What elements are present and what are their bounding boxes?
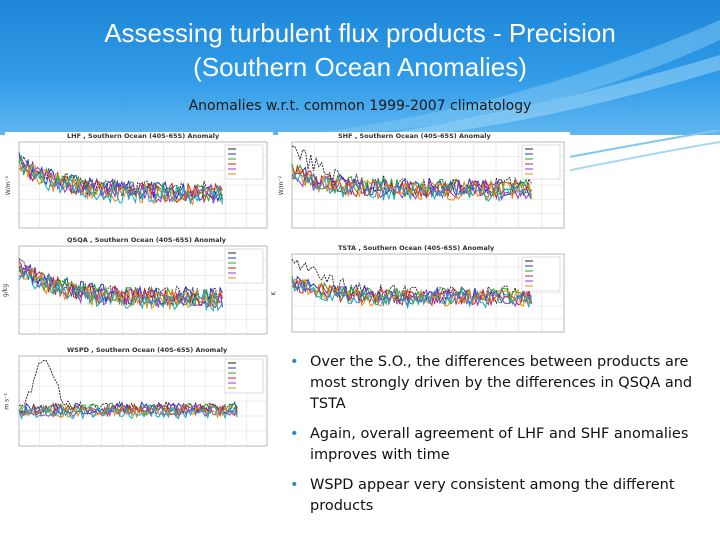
plot-frame: [291, 253, 565, 333]
plot-series-line: [291, 166, 532, 201]
wspd-anomaly-plot: WSPD , Southern Ocean (40S-65S) Anomaly m…: [3, 346, 273, 458]
plot-series-line: [291, 259, 532, 305]
wspd-plot-ylabel: m s⁻¹: [3, 393, 11, 410]
plot-series-line: [291, 277, 532, 310]
shf-anomaly-plot: SHF , Southern Ocean (40S-65S) Anomaly W/…: [278, 132, 570, 240]
slide-header: Assessing turbulent flux products - Prec…: [0, 0, 720, 135]
plot-frame: [18, 141, 268, 229]
slide-title-line1: Assessing turbulent flux products - Prec…: [104, 18, 616, 48]
plot-series-line: [18, 261, 223, 310]
shf-plot-title: SHF , Southern Ocean (40S-65S) Anomaly: [338, 132, 491, 140]
plot-legend-box: [224, 144, 264, 180]
shf-plot-canvas: [291, 141, 565, 229]
plot-frame: [18, 245, 268, 335]
bullet-item: Again, overall agreement of LHF and SHF …: [282, 424, 712, 466]
wspd-plot-canvas: [18, 355, 268, 447]
plot-series-line: [18, 404, 238, 421]
lhf-plot-canvas: [18, 141, 268, 229]
plot-legend-box: [224, 248, 264, 284]
slide-subtitle: Anomalies w.r.t. common 1999-2007 climat…: [188, 98, 532, 114]
qsqa-plot-ylabel: g/kg: [2, 283, 10, 298]
plot-series-line: [291, 278, 532, 307]
plot-legend-box: [224, 358, 264, 394]
slide-title: Assessing turbulent flux products - Prec…: [0, 16, 720, 84]
plot-legend-box: [521, 144, 561, 180]
tsta-plot-canvas: [291, 253, 565, 333]
qsqa-plot-canvas: [18, 245, 268, 335]
plot-series-line: [18, 160, 223, 206]
lhf-plot-title: LHF , Southern Ocean (40S-65S) Anomaly: [67, 132, 220, 140]
bullet-item: Over the S.O., the differences between p…: [282, 352, 712, 415]
qsqa-plot-title: QSQA , Southern Ocean (40S-65S) Anomaly: [67, 236, 226, 244]
tsta-plot-ylabel: K: [270, 291, 278, 296]
plot-series-line: [291, 277, 532, 308]
qsqa-anomaly-plot: QSQA , Southern Ocean (40S-65S) Anomaly g…: [2, 236, 273, 346]
bullet-item: WSPD appear very consistent among the di…: [282, 475, 712, 517]
plot-series-line: [18, 271, 223, 312]
plot-frame: [291, 141, 565, 229]
plot-frame: [18, 355, 268, 447]
plot-series-line: [18, 159, 223, 206]
wspd-plot-title: WSPD , Southern Ocean (40S-65S) Anomaly: [67, 346, 228, 354]
tsta-plot-title: TSTA , Southern Ocean (40S-65S) Anomaly: [338, 244, 495, 252]
lhf-plot-ylabel: W/m⁻²: [5, 175, 13, 196]
lhf-anomaly-plot: LHF , Southern Ocean (40S-65S) Anomaly W/…: [5, 132, 273, 240]
shf-plot-ylabel: W/m⁻²: [278, 175, 286, 196]
bullet-list: Over the S.O., the differences between p…: [282, 352, 712, 526]
plot-series-line: [291, 173, 532, 202]
plot-series-line: [18, 259, 223, 308]
slide-title-line2: (Southern Ocean Anomalies): [193, 52, 527, 82]
plot-legend-box: [521, 256, 561, 292]
tsta-anomaly-plot: TSTA , Southern Ocean (40S-65S) Anomaly K: [270, 244, 570, 344]
